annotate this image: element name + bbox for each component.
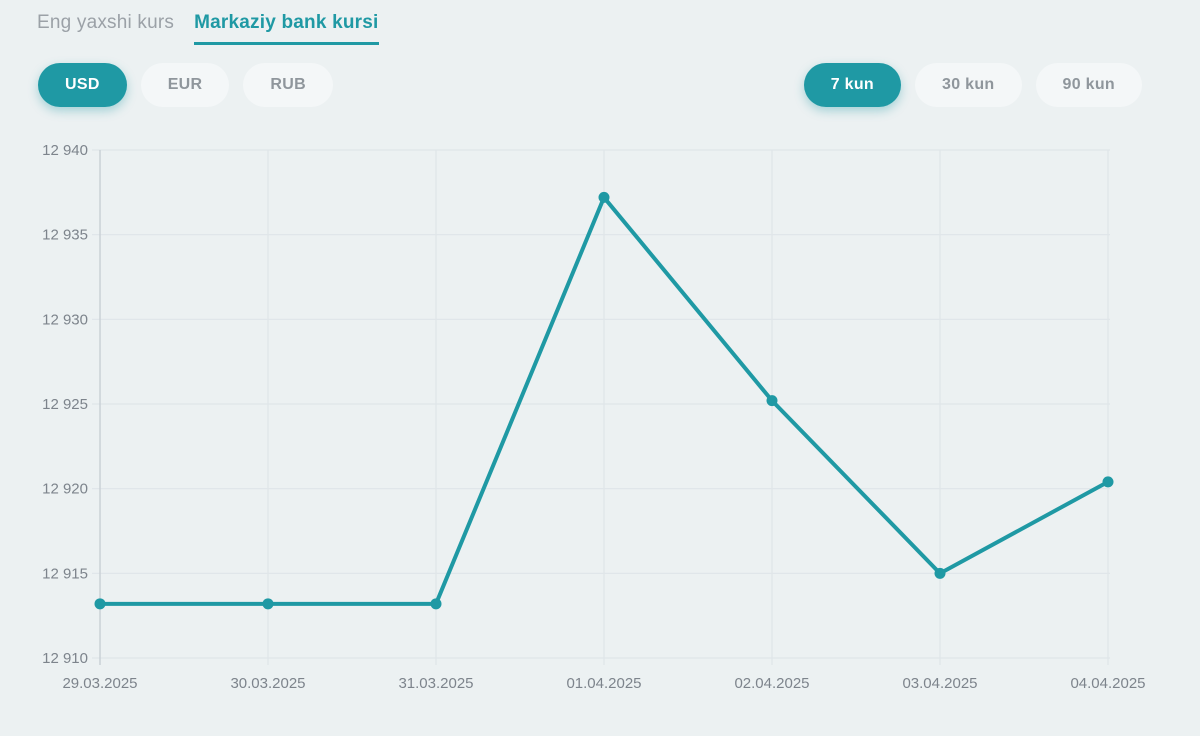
controls-row: USD EUR RUB 7 kun 30 kun 90 kun	[0, 45, 1200, 107]
data-point-03.04.2025	[934, 567, 946, 579]
x-axis-label: 01.04.2025	[566, 675, 641, 692]
x-axis-label: 31.03.2025	[398, 675, 473, 692]
x-axis-label: 02.04.2025	[734, 675, 809, 692]
tab-eng-yaxshi-kurs[interactable]: Eng yaxshi kurs	[37, 12, 175, 33]
data-point-04.04.2025	[1102, 476, 1114, 488]
y-axis-label: 12 915	[42, 565, 88, 582]
y-axis-label: 12 930	[42, 311, 88, 328]
y-axis-label: 12 910	[42, 650, 88, 667]
y-axis-label: 12 920	[42, 481, 88, 498]
x-axis-label: 30.03.2025	[230, 675, 305, 692]
period-button-30-kun[interactable]: 30 kun	[915, 63, 1022, 107]
view-tabs: Eng yaxshi kurs Markaziy bank kursi	[0, 0, 1200, 45]
y-axis-label: 12 940	[42, 142, 88, 159]
y-axis-label: 12 935	[42, 227, 88, 244]
data-point-02.04.2025	[766, 395, 778, 407]
currency-selector: USD EUR RUB	[38, 63, 333, 107]
rate-line-chart-svg: 12 910 12 915 12 920 12 925 12 930 12 935 12 9…	[42, 142, 1145, 692]
exchange-rate-chart: 12 910 12 915 12 920 12 925 12 930 12 935 12 9…	[0, 130, 1200, 736]
data-point-30.03.2025	[262, 598, 274, 610]
period-button-7-kun[interactable]: 7 kun	[803, 63, 901, 107]
x-axis-label: 04.04.2025	[1070, 675, 1145, 692]
data-point-29.03.2025	[94, 598, 106, 610]
tab-markaziy-bank-kursi[interactable]: Markaziy bank kursi	[194, 12, 379, 45]
x-axis-label: 29.03.2025	[62, 675, 137, 692]
currency-button-eur[interactable]: EUR	[140, 63, 230, 107]
currency-button-usd[interactable]: USD	[38, 63, 127, 107]
data-point-01.04.2025	[598, 191, 610, 203]
period-button-90-kun[interactable]: 90 kun	[1035, 63, 1142, 107]
period-selector: 7 kun 30 kun 90 kun	[803, 63, 1142, 107]
currency-button-rub[interactable]: RUB	[243, 63, 333, 107]
y-axis-label: 12 925	[42, 396, 88, 413]
data-point-31.03.2025	[430, 598, 442, 610]
x-axis-label: 03.04.2025	[902, 675, 977, 692]
